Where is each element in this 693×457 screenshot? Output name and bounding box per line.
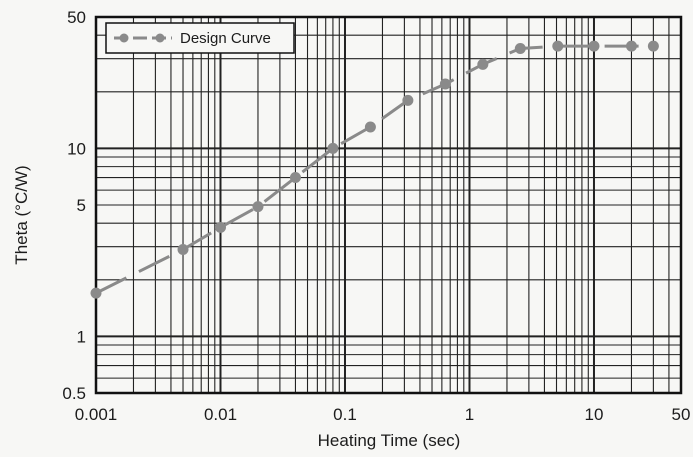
legend-marker xyxy=(155,33,165,43)
x-tick-label: 50 xyxy=(672,405,691,424)
data-point xyxy=(177,243,189,255)
series-layer xyxy=(90,40,659,299)
y-tick-label: 1 xyxy=(77,327,86,346)
grid xyxy=(95,16,682,394)
data-point xyxy=(364,121,376,133)
legend-label: Design Curve xyxy=(180,30,271,47)
x-tick-label: 0.01 xyxy=(204,405,237,424)
series-line xyxy=(95,44,654,295)
legend: Design Curve xyxy=(105,22,295,54)
y-tick-label: 5 xyxy=(77,196,86,215)
x-tick-label: 10 xyxy=(585,405,604,424)
data-point xyxy=(647,40,659,52)
data-point xyxy=(625,40,637,52)
y-tick-label: 0.5 xyxy=(62,384,86,403)
data-point xyxy=(90,287,102,299)
x-tick-label: 0.001 xyxy=(75,405,118,424)
x-tick-label: 0.1 xyxy=(333,405,357,424)
data-point xyxy=(327,142,339,154)
y-axis-title: Theta (°C/W) xyxy=(12,165,31,264)
tick-labels: 0.001 0.01 0.1 1 10 50 0.5 1 5 10 50 xyxy=(62,8,690,424)
y-tick-label: 10 xyxy=(67,139,86,158)
y-tick-label: 50 xyxy=(67,8,86,27)
plot-frame xyxy=(94,15,683,395)
data-point xyxy=(552,40,564,52)
legend-marker xyxy=(119,33,129,43)
data-point xyxy=(289,172,301,184)
data-point xyxy=(588,40,600,52)
x-axis-title: Heating Time (sec) xyxy=(318,431,461,450)
data-point xyxy=(402,94,414,106)
data-point xyxy=(514,42,526,54)
data-point xyxy=(439,78,451,90)
data-point xyxy=(477,58,489,70)
data-point xyxy=(214,221,226,233)
data-point xyxy=(252,201,264,213)
x-tick-label: 1 xyxy=(465,405,474,424)
